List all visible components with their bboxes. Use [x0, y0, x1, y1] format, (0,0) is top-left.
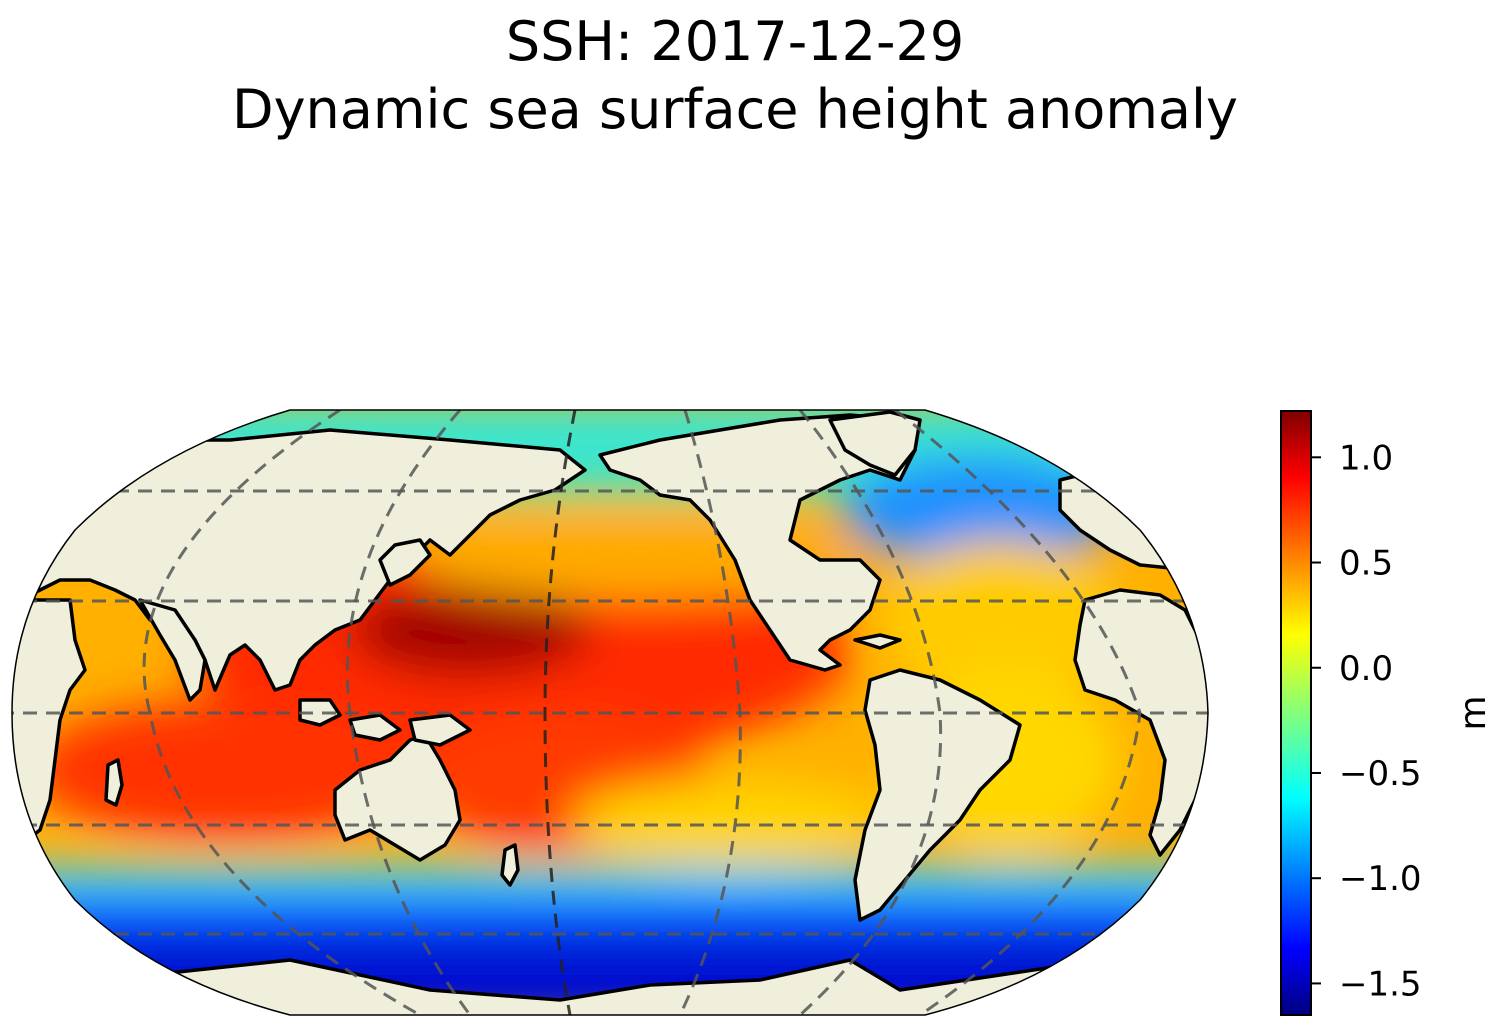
- gridlines: [12, 410, 1208, 1015]
- gridline-lon-east3: [894, 410, 1142, 1015]
- globe: [11, 409, 1209, 1016]
- map-title: SSH: 2017-12-29: [505, 10, 965, 73]
- colorbar-tick-label: 0.0: [1339, 649, 1393, 689]
- colorbar-tick-label: −1.0: [1339, 859, 1422, 899]
- gridline-lon-west1: [345, 410, 472, 1015]
- colorbar: 1.0 0.5 0.0 −0.5 −1.0 −1.5 m: [1280, 410, 1494, 1016]
- land-eurasia: [12, 428, 587, 692]
- land-caribbean: [853, 633, 902, 650]
- globe-outline: [11, 409, 1209, 1016]
- land-australia: [333, 733, 462, 862]
- colorbar-tick-label: −0.5: [1339, 754, 1422, 794]
- gridline-lon-east2: [798, 410, 943, 1015]
- colorbar-tick-label: −1.5: [1339, 964, 1422, 1004]
- land-japan: [378, 538, 432, 587]
- land-new-zealand: [500, 843, 520, 887]
- gridline-lon-east1: [678, 410, 742, 1015]
- land-masses: [12, 410, 1208, 1015]
- land-madagascar: [104, 758, 124, 807]
- gridline-lon-center: [543, 410, 577, 1015]
- colorbar-unit-label: m: [1453, 695, 1494, 730]
- land-south-america: [853, 668, 1022, 922]
- land-africa-east: [1073, 588, 1208, 857]
- colorbar-tick-label: 0.5: [1339, 544, 1393, 584]
- colorbar-gradient: [1280, 410, 1312, 1016]
- land-maritime-asia: [298, 698, 472, 747]
- colorbar-ticks: 1.0 0.5 0.0 −0.5 −1.0 −1.5: [1311, 438, 1422, 1004]
- land-india: [138, 598, 207, 702]
- map-subtitle: Dynamic sea surface height anomaly: [232, 78, 1238, 141]
- land-greenland: [828, 410, 922, 477]
- colorbar-tick-label: 1.0: [1339, 438, 1393, 478]
